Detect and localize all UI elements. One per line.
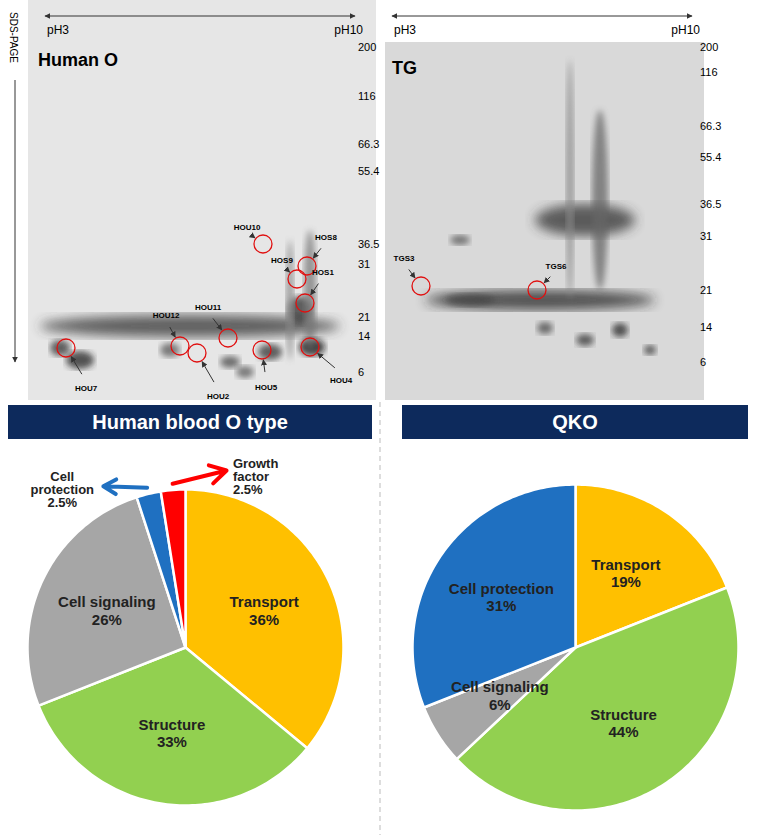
svg-text:36.5: 36.5 <box>700 198 721 210</box>
svg-text:6: 6 <box>358 366 364 378</box>
svg-text:Human O: Human O <box>38 50 118 70</box>
svg-text:TG: TG <box>392 58 417 78</box>
svg-text:HOU2: HOU2 <box>207 392 230 401</box>
svg-text:HOU12: HOU12 <box>153 311 180 320</box>
svg-text:66.3: 66.3 <box>358 138 379 150</box>
svg-text:55.4: 55.4 <box>700 151 721 163</box>
svg-text:Transport19%: Transport19% <box>591 556 660 590</box>
svg-text:HOS8: HOS8 <box>315 233 337 242</box>
svg-text:21: 21 <box>700 284 712 296</box>
svg-text:pH3: pH3 <box>394 23 416 37</box>
svg-text:HOU11: HOU11 <box>195 303 222 312</box>
svg-text:TGS3: TGS3 <box>394 254 415 263</box>
svg-text:31: 31 <box>700 230 712 242</box>
svg-text:TGS6: TGS6 <box>546 262 567 271</box>
svg-text:14: 14 <box>700 321 712 333</box>
svg-text:HOU7: HOU7 <box>75 384 98 393</box>
svg-text:116: 116 <box>358 90 376 102</box>
svg-text:QKO: QKO <box>552 411 598 433</box>
svg-text:Structure44%: Structure44% <box>590 706 657 740</box>
svg-text:6: 6 <box>700 356 706 368</box>
svg-text:66.3: 66.3 <box>700 120 721 132</box>
svg-text:Cell protection31%: Cell protection31% <box>449 580 554 614</box>
svg-text:Cell signaling26%: Cell signaling26% <box>58 593 156 627</box>
svg-text:Human blood O type: Human blood O type <box>92 411 288 433</box>
svg-text:36.5: 36.5 <box>358 238 379 250</box>
svg-text:HOS1: HOS1 <box>312 268 334 277</box>
svg-text:HOU4: HOU4 <box>330 376 353 385</box>
svg-text:21: 21 <box>358 311 370 323</box>
svg-text:200: 200 <box>358 41 376 53</box>
svg-text:116: 116 <box>700 66 718 78</box>
svg-text:HOU5: HOU5 <box>255 383 278 392</box>
svg-text:Cell signaling6%: Cell signaling6% <box>451 678 549 712</box>
svg-text:200: 200 <box>700 41 718 53</box>
svg-text:SDS-PAGE: SDS-PAGE <box>8 12 19 63</box>
svg-text:Growthfactor2.5%: Growthfactor2.5% <box>233 456 279 497</box>
svg-text:HOU10: HOU10 <box>234 223 261 232</box>
svg-text:pH3: pH3 <box>47 23 69 37</box>
svg-text:Cellprotection2.5%: Cellprotection2.5% <box>30 469 94 510</box>
svg-text:55.4: 55.4 <box>358 165 379 177</box>
svg-text:Transport36%: Transport36% <box>230 593 299 627</box>
svg-text:HOS9: HOS9 <box>271 256 293 265</box>
svg-text:14: 14 <box>358 330 370 342</box>
svg-text:Structure33%: Structure33% <box>139 716 206 750</box>
svg-text:31: 31 <box>358 258 370 270</box>
svg-text:pH10: pH10 <box>334 23 363 37</box>
svg-text:pH10: pH10 <box>671 23 700 37</box>
